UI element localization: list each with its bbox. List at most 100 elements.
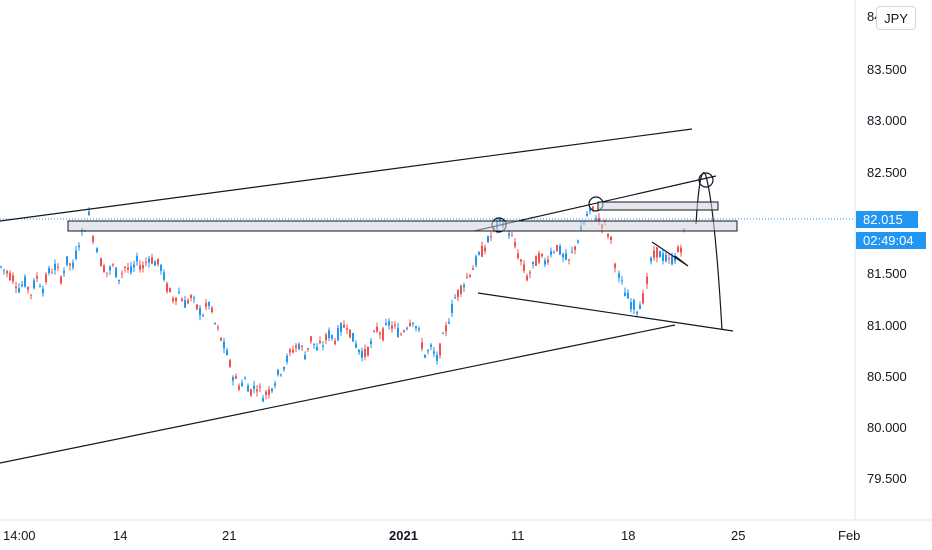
candle-up bbox=[178, 292, 180, 294]
candle-up bbox=[433, 351, 435, 354]
candle-down bbox=[319, 341, 321, 344]
candle-up bbox=[298, 344, 300, 350]
candle-down bbox=[556, 245, 558, 251]
candle-up bbox=[21, 284, 23, 287]
candle-up bbox=[304, 355, 306, 360]
x-tick-feb: Feb bbox=[838, 528, 860, 543]
candle-down bbox=[517, 253, 519, 259]
candle-down bbox=[229, 360, 231, 367]
x-tick-1400: 14:00 bbox=[3, 528, 36, 543]
candle-up bbox=[277, 369, 279, 375]
candle-down bbox=[349, 329, 351, 338]
candle-up bbox=[109, 266, 111, 271]
candle-down bbox=[190, 295, 192, 299]
candle-down bbox=[124, 266, 126, 269]
candle-down bbox=[607, 234, 609, 237]
candle-down bbox=[400, 334, 402, 336]
candle-up bbox=[130, 266, 132, 273]
candle-up bbox=[451, 303, 453, 313]
candle-up bbox=[88, 211, 90, 216]
candle-up bbox=[553, 252, 555, 254]
candle-down bbox=[307, 348, 309, 350]
candle-up bbox=[241, 382, 243, 387]
candle-down bbox=[598, 217, 600, 221]
candle-down bbox=[526, 275, 528, 281]
candle-up bbox=[274, 383, 276, 386]
y-tick-81500: 81.500 bbox=[867, 266, 907, 281]
x-tick-21: 21 bbox=[222, 528, 236, 543]
countdown-label: 02:49:04 bbox=[863, 233, 914, 248]
candle-up bbox=[340, 323, 342, 333]
candle-down bbox=[295, 345, 297, 348]
drawings bbox=[0, 128, 734, 464]
x-tick-2021: 2021 bbox=[389, 528, 418, 543]
candle-down bbox=[568, 259, 570, 261]
candle-down bbox=[642, 293, 644, 304]
candle-up bbox=[223, 341, 225, 349]
candle-down bbox=[69, 263, 71, 266]
candle-up bbox=[118, 279, 120, 282]
candle-down bbox=[196, 304, 198, 310]
resistance-zone bbox=[67, 220, 738, 232]
candle-down bbox=[256, 389, 258, 392]
candle-down bbox=[592, 206, 594, 210]
candle-up bbox=[244, 378, 246, 380]
candle-down bbox=[538, 253, 540, 263]
candle-up bbox=[627, 292, 629, 299]
time-axis: 14:00 14 21 2021 11 18 25 Feb bbox=[3, 528, 860, 543]
candle-up bbox=[589, 207, 591, 212]
candle-down bbox=[547, 259, 549, 263]
candle-down bbox=[57, 266, 59, 268]
candle-down bbox=[45, 274, 47, 283]
lower-trendline bbox=[477, 292, 734, 332]
candle-down bbox=[92, 236, 94, 242]
candle-down bbox=[205, 303, 207, 307]
candle-up bbox=[78, 245, 80, 248]
candle-up bbox=[562, 254, 564, 258]
small-flag-line bbox=[651, 241, 689, 267]
candle-up bbox=[18, 288, 20, 293]
candle-down bbox=[301, 345, 303, 348]
candle-up bbox=[487, 236, 489, 243]
countdown-badge bbox=[856, 232, 926, 249]
candle-up bbox=[624, 292, 626, 297]
candle-up bbox=[430, 344, 432, 347]
candle-down bbox=[653, 250, 655, 258]
candle-up bbox=[571, 251, 573, 253]
candle-down bbox=[15, 286, 17, 289]
candle-up bbox=[33, 280, 35, 289]
candle-down bbox=[139, 265, 141, 270]
candle-down bbox=[376, 326, 378, 332]
candle-up bbox=[397, 327, 399, 338]
candle-up bbox=[544, 260, 546, 265]
candle-up bbox=[115, 267, 117, 278]
candle-down bbox=[334, 340, 336, 345]
candle-down bbox=[421, 342, 423, 349]
candle-down bbox=[121, 272, 123, 274]
candle-down bbox=[680, 247, 682, 253]
candle-up bbox=[39, 285, 41, 288]
x-tick-18: 18 bbox=[621, 528, 635, 543]
candle-up bbox=[406, 327, 408, 329]
candle-up bbox=[286, 355, 288, 362]
candle-down bbox=[265, 391, 267, 395]
candle-down bbox=[142, 265, 144, 269]
candle-up bbox=[133, 264, 135, 268]
candle-up bbox=[3, 269, 5, 271]
candle-down bbox=[514, 242, 516, 247]
candle-down bbox=[373, 330, 375, 332]
candle-up bbox=[154, 261, 156, 266]
candle-down bbox=[292, 349, 294, 353]
candle-down bbox=[151, 257, 153, 264]
candle-up bbox=[671, 256, 673, 265]
candle-up bbox=[253, 385, 255, 389]
candle-down bbox=[145, 261, 147, 263]
candle-up bbox=[63, 270, 65, 274]
candle-up bbox=[577, 240, 579, 243]
currency-badge[interactable]: JPY bbox=[876, 6, 916, 30]
candle-up bbox=[636, 311, 638, 314]
candle-down bbox=[379, 332, 381, 335]
candle-down bbox=[614, 263, 616, 268]
y-tick-79500: 79.500 bbox=[867, 471, 907, 486]
